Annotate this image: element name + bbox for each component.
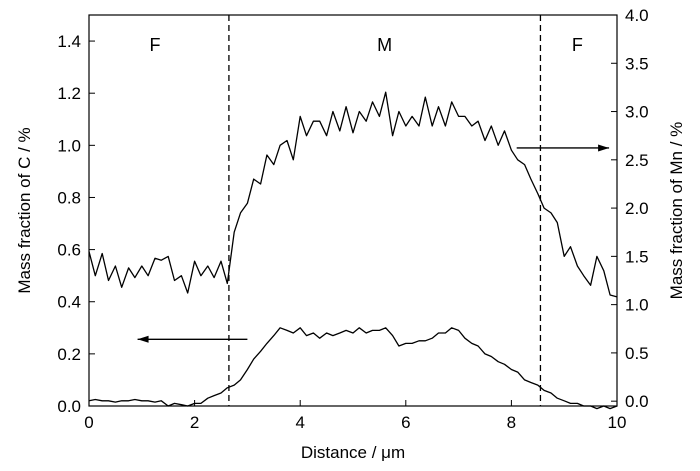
x-tick-label: 4 [295,413,304,432]
x-tick-label: 8 [507,413,516,432]
x-tick-label: 0 [84,413,93,432]
x-tick-label: 6 [401,413,410,432]
right-y-axis-title: Mass fraction of Mn / % [667,122,686,300]
mn-series-line [88,91,618,298]
axis-ticks [88,14,618,407]
region-label: F [150,35,161,55]
plot-series [88,91,618,410]
right-y-tick-label: 0.0 [625,392,649,411]
arrowhead [598,144,610,152]
right-y-tick-label: 4.0 [625,6,649,25]
right-y-tick-label: 1.5 [625,247,649,266]
left-y-tick-label: 1.4 [57,32,81,51]
left-y-tick-label: 0.6 [57,241,81,260]
right-y-tick-label: 2.5 [625,151,649,170]
left-y-axis-title: Mass fraction of C / % [15,127,34,293]
left-y-tick-label: 1.0 [57,136,81,155]
region-label: M [377,35,392,55]
left-y-tick-label: 0.2 [57,345,81,364]
x-tick-label: 10 [608,413,627,432]
right-y-tick-label: 3.0 [625,103,649,122]
right-y-tick-label: 1.0 [625,296,649,315]
region-label: F [572,35,583,55]
right-y-tick-label: 0.5 [625,344,649,363]
x-tick-label: 2 [190,413,199,432]
right-y-tick-label: 3.5 [625,54,649,73]
left-y-tick-label: 0.0 [57,397,81,416]
arrowhead [137,335,149,343]
left-y-tick-label: 0.8 [57,188,81,207]
plot-frame [88,14,618,407]
x-axis-title: Distance / μm [301,443,405,462]
axis-tick-labels: 0 2 4 6 8 10 0.0 0.2 0.4 0.6 0.8 1.0 1.2 1.4 0.0 0.5 1.0… [57,6,648,432]
c-series-line [88,327,618,410]
left-y-tick-label: 0.4 [57,293,81,312]
left-y-tick-label: 1.2 [57,84,81,103]
right-y-tick-label: 2.0 [625,199,649,218]
